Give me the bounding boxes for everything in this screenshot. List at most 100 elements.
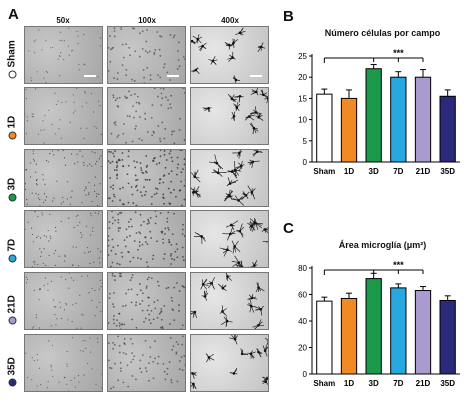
stained-cell: [173, 319, 176, 322]
chart-c-bar-3d: [365, 278, 382, 375]
chart-c-x-tick-label: 35D: [440, 379, 455, 388]
stained-cell: [170, 381, 173, 384]
chart-b-x-tick-label: 35D: [440, 167, 455, 176]
chart-b-y-tick-label: 0: [303, 158, 308, 167]
stained-cell: [42, 214, 44, 216]
stained-cell: [66, 181, 69, 183]
stained-cell: [37, 194, 40, 196]
stained-cell: [116, 244, 119, 247]
stained-cell: [73, 112, 75, 114]
stained-cell: [55, 324, 57, 326]
stained-cell: [120, 206, 122, 207]
stained-cell: [184, 144, 186, 145]
stained-cell: [108, 239, 110, 242]
stained-cell: [31, 113, 33, 115]
stained-cell: [63, 157, 66, 159]
stained-cell: [95, 127, 98, 129]
stained-cell: [159, 311, 162, 314]
stained-cell: [108, 221, 111, 223]
stained-cell: [135, 110, 138, 113]
stained-cell: [159, 55, 162, 57]
stained-cell: [183, 158, 185, 160]
stained-cell: [131, 352, 134, 355]
stained-cell: [132, 256, 135, 259]
stained-cell: [182, 223, 184, 226]
stained-cell: [116, 177, 119, 180]
stained-cell: [145, 190, 147, 193]
stained-cell: [148, 222, 151, 224]
stained-cell: [133, 27, 136, 30]
stained-cell: [35, 171, 37, 173]
stained-cell: [180, 356, 183, 359]
stained-cell: [183, 235, 185, 237]
row-label-text: 35D: [6, 357, 18, 376]
stained-cell: [27, 221, 29, 223]
microglia-cell: [252, 319, 264, 329]
micrograph-7d-400x: [190, 210, 269, 268]
stained-cell: [129, 279, 132, 282]
microglia-cell: [232, 150, 243, 159]
stained-cell: [83, 63, 85, 65]
stained-cell: [100, 250, 102, 253]
micrograph-texture: [25, 273, 102, 329]
stained-cell: [89, 163, 91, 165]
stained-cell: [97, 341, 99, 344]
stained-cell: [116, 161, 118, 164]
stained-cell: [184, 88, 185, 90]
stained-cell: [139, 367, 142, 370]
stained-cell: [108, 150, 111, 153]
stained-cell: [25, 182, 27, 185]
stained-cell: [121, 203, 124, 206]
stained-cell: [148, 178, 151, 181]
stained-cell: [163, 304, 166, 307]
stained-cell: [35, 163, 37, 165]
stained-cell: [167, 107, 170, 110]
stained-cell: [162, 193, 165, 196]
stained-cell: [109, 162, 112, 164]
stained-cell: [94, 152, 96, 154]
stained-cell: [56, 318, 58, 320]
stained-cell: [72, 246, 74, 248]
stained-cell: [131, 140, 134, 143]
stained-cell: [133, 160, 136, 162]
stained-cell: [119, 328, 122, 329]
stained-cell: [55, 230, 57, 232]
stained-cell: [59, 75, 61, 77]
stained-cell: [54, 264, 56, 266]
stained-cell: [43, 77, 45, 79]
stained-cell: [82, 340, 84, 342]
microglia-cell: [233, 94, 244, 103]
chart-b-bar-35d: [439, 95, 456, 163]
stained-cell: [99, 279, 101, 281]
stained-cell: [138, 55, 141, 58]
micrograph-texture: [191, 150, 263, 206]
microglia-cell: [255, 112, 264, 121]
stained-cell: [33, 160, 35, 162]
stained-cell: [89, 262, 91, 264]
stained-cell: [114, 99, 117, 102]
stained-cell: [64, 260, 66, 262]
stained-cell: [136, 189, 139, 192]
stained-cell: [158, 182, 161, 185]
stained-cell: [113, 322, 116, 325]
stained-cell: [146, 29, 148, 31]
stained-cell: [114, 219, 116, 222]
stained-cell: [30, 77, 32, 79]
stained-cell: [168, 172, 170, 175]
stained-cell: [168, 361, 171, 363]
stained-cell: [117, 227, 120, 230]
stained-cell: [127, 250, 130, 253]
stained-cell: [37, 133, 40, 135]
stained-cell: [81, 275, 83, 277]
chart-c-x-tick-label: 7D: [393, 379, 403, 388]
stained-cell: [162, 66, 165, 69]
stained-cell: [77, 161, 79, 163]
stained-cell: [164, 378, 167, 381]
micrograph-texture: [108, 150, 185, 207]
stained-cell: [133, 355, 136, 357]
stained-cell: [114, 121, 117, 124]
stained-cell: [89, 351, 92, 353]
chart-b-x-tick-label: 1D: [344, 167, 354, 176]
stained-cell: [96, 338, 98, 340]
stained-cell: [60, 220, 62, 223]
